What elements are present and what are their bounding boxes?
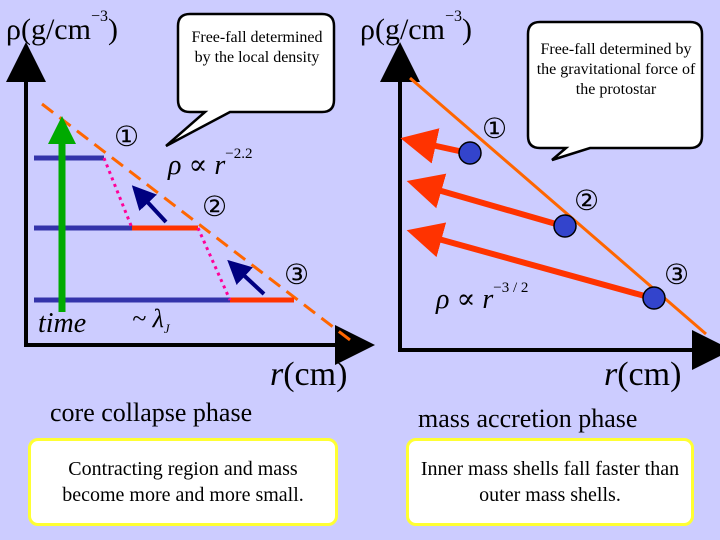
left-x-var: r <box>270 356 284 393</box>
shell-dot-1 <box>458 141 482 165</box>
left-marker-1: ① <box>114 122 140 153</box>
right-x-unit: (cm) <box>617 356 682 393</box>
left-x-axis-label: r(cm) <box>270 356 347 394</box>
right-caption-box: Inner mass shells fall faster than outer… <box>406 438 694 526</box>
left-x-unit: (cm) <box>283 356 348 393</box>
left-dashed-profile <box>41 102 351 342</box>
left-slope-exp: −2.2 <box>225 146 253 162</box>
right-caption-text: Inner mass shells fall faster than outer… <box>420 458 680 506</box>
right-slope-label: ρ ∝ r−3 / 2 <box>436 280 528 316</box>
left-y-exp: −3 <box>90 8 108 25</box>
left-blue-arrow-2 <box>227 259 266 296</box>
left-dotted-2 <box>196 227 232 301</box>
left-caption-box: Contracting region and mass become more … <box>28 438 338 526</box>
right-speech-bubble <box>526 20 704 162</box>
left-slope-label: ρ ∝ r−2.2 <box>168 146 253 182</box>
right-phase-label: mass accretion phase <box>418 404 638 433</box>
left-y-close: ) <box>107 13 118 46</box>
lambda-sub: J <box>163 321 170 337</box>
right-x-axis-label: r(cm) <box>604 356 681 394</box>
right-slope-text: ρ ∝ r <box>436 284 494 315</box>
left-y-axis-label: ρ(g/cm−3) <box>6 8 118 47</box>
left-speech-bubble <box>165 12 336 148</box>
left-bubble-text: Free-fall determined by the local densit… <box>191 29 323 66</box>
shell-dot-2 <box>553 214 577 238</box>
right-bubble-text: Free-fall determined by the gravitationa… <box>536 41 696 98</box>
time-label: time <box>38 308 87 339</box>
right-slope-exp: −3 / 2 <box>493 280 529 296</box>
right-y-axis-label: ρ(g/cm−3) <box>360 8 472 47</box>
right-y-close: ) <box>461 13 472 46</box>
right-marker-1: ① <box>482 114 508 145</box>
accretion-arrow-3 <box>406 222 653 301</box>
right-y-exp: −3 <box>444 8 462 25</box>
right-y-text: ρ(g/cm <box>360 13 445 46</box>
lambda-label: ~ λJ <box>132 304 170 337</box>
left-caption-text: Contracting region and mass become more … <box>62 458 304 506</box>
lambda-text: ~ λ <box>132 304 164 333</box>
left-dotted-1 <box>102 157 134 229</box>
left-y-text: ρ(g/cm <box>6 13 91 46</box>
accretion-arrow-2 <box>406 173 564 229</box>
right-marker-3: ③ <box>664 260 690 291</box>
left-phase-label: core collapse phase <box>50 398 253 427</box>
shell-dot-3 <box>642 286 666 310</box>
right-x-var: r <box>604 356 618 393</box>
left-marker-2: ② <box>202 192 228 223</box>
left-marker-3: ③ <box>284 260 310 291</box>
right-marker-2: ② <box>574 186 600 217</box>
left-blue-arrow-1 <box>131 185 168 224</box>
left-slope-text: ρ ∝ r <box>168 150 226 181</box>
